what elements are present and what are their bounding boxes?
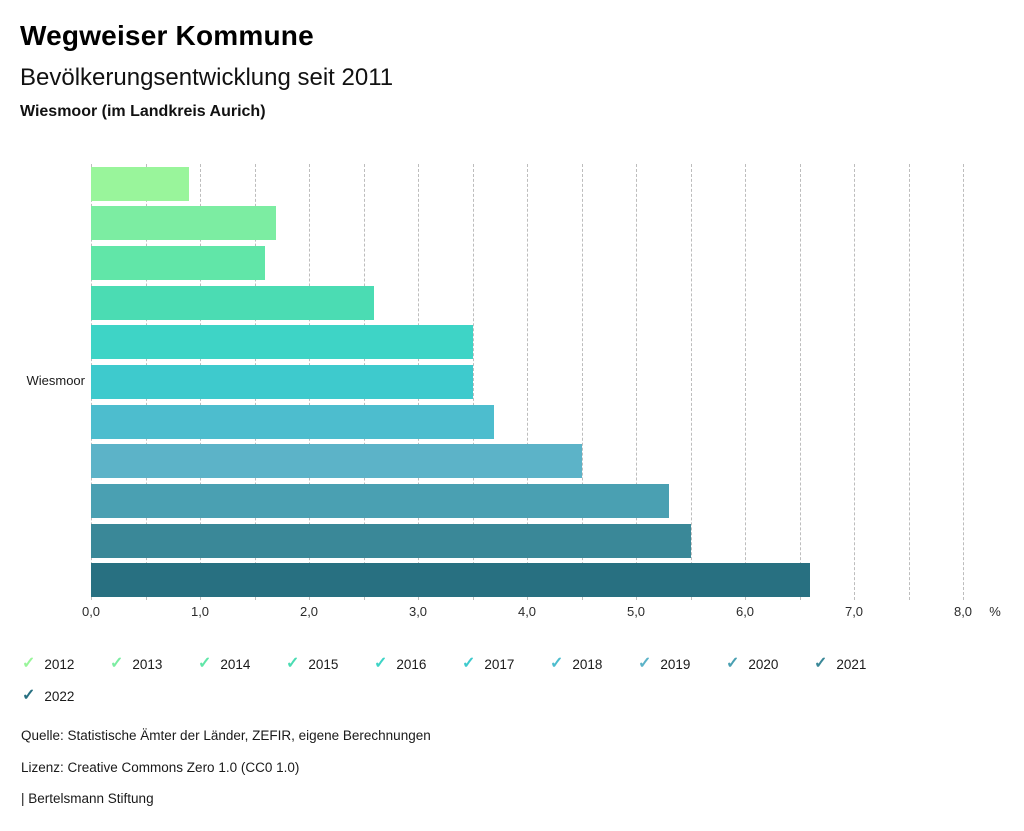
- legend-year-label: 2019: [660, 656, 691, 672]
- legend-row-2: ✓ 2022: [22, 687, 110, 705]
- legend-item-2021[interactable]: ✓ 2021: [814, 656, 902, 672]
- bar-2022: [91, 563, 811, 598]
- bar-row-2021: [91, 521, 963, 561]
- legend-row-1: ✓ 2012 ✓ 2013 ✓ 2014 ✓ 2015 ✓ 2016 ✓ 2017 ✓ 2018 ✓ 2019…: [22, 655, 902, 673]
- x-tick-label-1: 1,0: [190, 604, 210, 619]
- check-icon: ✓: [198, 655, 212, 672]
- bar-2012: [91, 166, 190, 201]
- bar-2020: [91, 483, 669, 518]
- bar-row-2015: [91, 283, 963, 323]
- plot-area: [91, 164, 964, 600]
- legend-item-2017[interactable]: ✓ 2017: [462, 656, 550, 672]
- x-tick-label-8: 8,0: [953, 604, 973, 619]
- bar-2014: [91, 246, 266, 281]
- bar-2019: [91, 444, 582, 479]
- check-icon: ✓: [638, 655, 652, 672]
- check-icon: ✓: [22, 655, 36, 672]
- legend-item-2016[interactable]: ✓ 2016: [374, 656, 462, 672]
- bar-row-2014: [91, 243, 963, 283]
- brand-note: | Bertelsmann Stiftung: [21, 791, 154, 806]
- x-tick-label-2: 2,0: [299, 604, 319, 619]
- bar-2016: [91, 325, 473, 360]
- x-tick-label-0: 0,0: [81, 604, 101, 619]
- check-icon: ✓: [726, 655, 740, 672]
- x-tick-label-5: 5,0: [626, 604, 646, 619]
- gridline: [745, 164, 746, 600]
- x-axis: 0,0 1,0 2,0 3,0 4,0 5,0 6,0 7,0 8,0%: [82, 604, 1001, 620]
- legend-item-2019[interactable]: ✓ 2019: [638, 656, 726, 672]
- legend-year-label: 2022: [44, 688, 75, 704]
- bar-row-2020: [91, 481, 963, 521]
- x-tick-label-3: 3,0: [408, 604, 428, 619]
- bar-row-2018: [91, 402, 963, 442]
- legend-item-2015[interactable]: ✓ 2015: [286, 656, 374, 672]
- source-note: Quelle: Statistische Ämter der Länder, Z…: [21, 728, 431, 743]
- gridline: [908, 164, 910, 600]
- chart-title: Bevölkerungsentwicklung seit 2011: [20, 64, 394, 91]
- x-axis-unit-label: %: [989, 604, 1001, 619]
- legend-year-label: 2017: [484, 656, 515, 672]
- gridline: [963, 164, 964, 600]
- legend-year-label: 2015: [308, 656, 339, 672]
- legend-item-2018[interactable]: ✓ 2018: [550, 656, 638, 672]
- legend-item-2012[interactable]: ✓ 2012: [22, 656, 110, 672]
- legend-item-2020[interactable]: ✓ 2020: [726, 656, 814, 672]
- gridline: [581, 164, 583, 600]
- license-note: Lizenz: Creative Commons Zero 1.0 (CC0 1…: [21, 760, 300, 775]
- x-tick-label-7: 7,0: [844, 604, 864, 619]
- bar-2018: [91, 404, 495, 439]
- gridline: [527, 164, 528, 600]
- bar-2021: [91, 523, 691, 558]
- gridline: [854, 164, 855, 600]
- bar-2013: [91, 206, 277, 241]
- gridline: [799, 164, 801, 600]
- page-title: Wegweiser Kommune: [20, 20, 314, 51]
- bar-row-2016: [91, 323, 963, 363]
- check-icon: ✓: [22, 687, 36, 704]
- bar-2015: [91, 285, 375, 320]
- legend-year-label: 2018: [572, 656, 603, 672]
- legend-year-label: 2014: [220, 656, 251, 672]
- legend-item-2013[interactable]: ✓ 2013: [110, 656, 198, 672]
- bar-row-2013: [91, 204, 963, 244]
- y-axis-category-label: Wiesmoor: [26, 373, 85, 388]
- bar-row-2012: [91, 164, 963, 204]
- check-icon: ✓: [374, 655, 388, 672]
- bar-2017: [91, 365, 473, 400]
- legend-year-label: 2012: [44, 656, 75, 672]
- check-icon: ✓: [550, 655, 564, 672]
- region-title: Wiesmoor (im Landkreis Aurich): [20, 103, 266, 120]
- legend-item-2014[interactable]: ✓ 2014: [198, 656, 286, 672]
- bar-row-2022: [91, 560, 963, 600]
- x-tick-label-4: 4,0: [517, 604, 537, 619]
- legend-item-2022[interactable]: ✓ 2022: [22, 688, 110, 704]
- gridline: [690, 164, 692, 600]
- check-icon: ✓: [110, 655, 124, 672]
- gridline: [636, 164, 637, 600]
- check-icon: ✓: [286, 655, 300, 672]
- legend-year-label: 2016: [396, 656, 427, 672]
- check-icon: ✓: [814, 655, 828, 672]
- legend-year-label: 2020: [748, 656, 779, 672]
- bar-row-2017: [91, 362, 963, 402]
- check-icon: ✓: [462, 655, 476, 672]
- bar-row-2019: [91, 441, 963, 481]
- legend-year-label: 2013: [132, 656, 163, 672]
- x-tick-label-6: 6,0: [735, 604, 755, 619]
- legend-year-label: 2021: [836, 656, 867, 672]
- gridline: [472, 164, 474, 600]
